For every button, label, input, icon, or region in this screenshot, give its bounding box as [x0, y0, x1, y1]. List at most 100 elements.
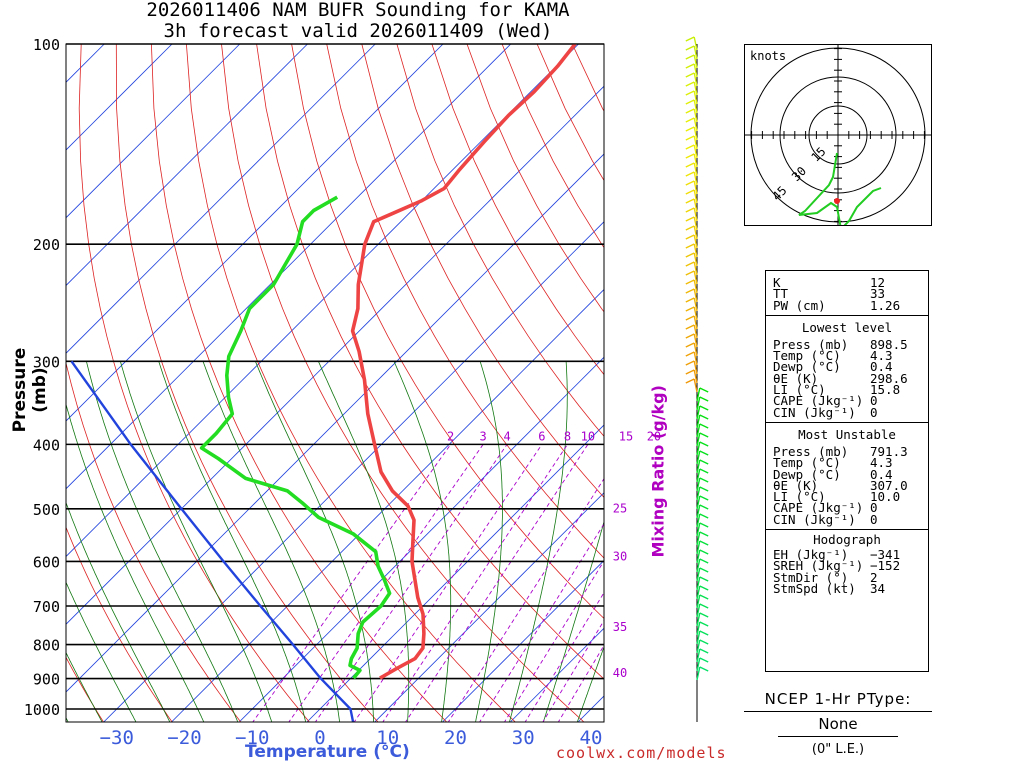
wind-barb — [693, 288, 698, 303]
hodograph-index-label: StmDir (°) — [773, 569, 849, 585]
mixing-ratio-tick-label: 10 — [581, 429, 595, 443]
mixing-ratio-line — [479, 523, 604, 722]
lowest-level-value: 0 — [870, 393, 878, 409]
wind-barb — [696, 486, 701, 501]
wind-barb — [696, 504, 701, 519]
most-unstable-value: 4.3 — [870, 455, 893, 471]
wind-barb-flag — [699, 540, 709, 546]
dry-adiabat-line — [78, 44, 310, 722]
lowest-level-row: CAPE (Jkg⁻¹) 0 — [766, 393, 928, 409]
most-unstable-label: LI (°C) — [773, 489, 826, 505]
isotherm-line — [66, 44, 512, 490]
hodograph-index-value: 2 — [870, 569, 878, 585]
mixing-ratio-line — [503, 560, 604, 722]
x-tick-label: 10 — [376, 727, 399, 749]
hodograph: knots 15 30 45 — [744, 44, 932, 232]
y-tick-label: 700 — [33, 598, 60, 616]
mixing-ratio-tick-label: 4 — [503, 429, 510, 443]
lowest-level-label: LI (°C) — [773, 382, 826, 398]
wind-barb — [696, 441, 701, 456]
moist-adiabat-line — [66, 651, 103, 722]
y-tick-label: 1000 — [24, 701, 60, 719]
most-unstable-heading: Most Unstable — [798, 426, 896, 442]
isotherm-line — [66, 44, 241, 219]
wind-barb-flag — [699, 432, 709, 438]
x-tick-label: 0 — [314, 727, 325, 749]
wind-barb — [696, 468, 701, 483]
wind-barb-flag — [685, 90, 695, 96]
x-axis-label: Temperature (°C) — [245, 742, 410, 762]
site-credit[interactable]: coolwx.com/models — [556, 744, 727, 762]
lowest-level-value: 0 — [870, 404, 878, 420]
wind-barb-flag — [685, 117, 695, 123]
wind-barb — [693, 171, 698, 186]
wind-barb — [696, 405, 701, 420]
moist-adiabat-line — [86, 361, 239, 722]
wind-barb — [696, 387, 701, 402]
x-tick-label: −10 — [235, 727, 269, 749]
wind-barb-flag — [699, 621, 709, 627]
wind-barb-flag — [699, 567, 709, 573]
hodograph-index-label: EH (Jkg⁻¹) — [773, 547, 849, 563]
wind-barb — [693, 306, 698, 321]
wind-barb — [693, 126, 698, 141]
index-label: K — [773, 275, 781, 290]
lowest-level-label: θE (K) — [773, 370, 819, 386]
wind-barb — [693, 72, 698, 87]
y-tick-label: 500 — [33, 501, 60, 519]
mixing-ratio-line — [405, 444, 589, 722]
wind-barb-flag — [699, 639, 709, 645]
dry-adiabat-line — [186, 44, 516, 722]
dry-adiabat-line — [958, 44, 1024, 723]
moist-adiabat-line — [393, 361, 452, 722]
wind-barb-flag — [685, 45, 695, 51]
mixing-ratio-tick-label: 40 — [613, 666, 627, 680]
wind-barb — [693, 261, 698, 276]
wind-barb-flag — [685, 207, 695, 213]
lowest-level-value: 15.8 — [870, 382, 901, 398]
wind-barb-flag — [685, 315, 695, 321]
dry-adiabat-line — [221, 44, 585, 722]
wind-barb — [693, 162, 698, 177]
hodograph-index-label: StmSpd (kt) — [773, 580, 856, 596]
temperature-trace — [350, 44, 577, 680]
wind-barb — [693, 135, 698, 150]
wind-barb — [696, 531, 701, 546]
mixing-ratio-line — [524, 591, 604, 722]
moist-adiabat-line — [158, 361, 307, 722]
wind-barb-flag — [699, 459, 709, 465]
mixing-ratio-tick-label: 35 — [613, 620, 627, 634]
mixing-ratio-tick-label: 15 — [619, 429, 633, 443]
index-row: TT 33 — [766, 287, 928, 300]
chart-title-line1: 2026011406 NAM BUFR Sounding for KAMA — [146, 0, 570, 21]
wind-barb — [696, 423, 701, 438]
wind-barb-flag — [699, 450, 709, 456]
mixing-ratio-line — [353, 444, 543, 722]
wind-barb — [693, 270, 698, 285]
most-unstable-row: LI (°C) 10.0 — [766, 489, 928, 505]
wind-barb-flag — [685, 180, 695, 186]
wind-barb — [696, 576, 701, 591]
ptype-box: NCEP 1-Hr PType: None (0" L.E.) — [744, 690, 932, 757]
wind-barb — [696, 513, 701, 528]
wind-barb — [693, 234, 698, 249]
y-tick-label: 200 — [33, 236, 60, 254]
moist-adiabat-line — [66, 581, 137, 722]
most-unstable-value: 0 — [870, 500, 878, 516]
index-value: 12 — [870, 275, 886, 290]
lowest-level-value: 898.5 — [870, 336, 908, 352]
wind-barb-flag — [685, 351, 695, 357]
hodograph-index-value: −152 — [870, 558, 901, 574]
mixing-ratio-label: Mixing Ratio (g/kg) — [648, 385, 668, 558]
wind-barb — [696, 585, 701, 600]
lowest-level-value: 298.6 — [870, 370, 908, 386]
most-unstable-row: θE (K) 307.0 — [766, 479, 928, 492]
wind-barb-flag — [685, 243, 695, 249]
wind-barb — [696, 450, 701, 465]
isotherm-line — [66, 85, 604, 625]
hodograph-index-row: EH (Jkg⁻¹) −341 — [766, 547, 928, 563]
wind-barb — [696, 639, 701, 654]
hodograph-heading: Hodograph — [813, 532, 881, 548]
moist-adiabat-line — [576, 645, 604, 722]
